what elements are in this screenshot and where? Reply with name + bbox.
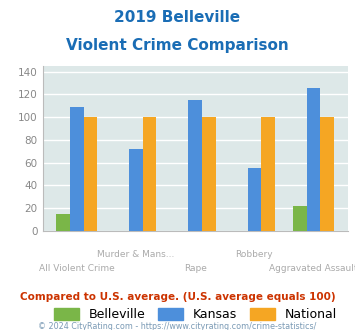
Text: Murder & Mans...: Murder & Mans... [97, 250, 175, 259]
Bar [321, 117, 334, 231]
Bar [129, 149, 143, 231]
Bar [307, 88, 321, 231]
Bar [56, 214, 70, 231]
Bar [143, 117, 157, 231]
Text: Aggravated Assault: Aggravated Assault [269, 264, 355, 273]
Bar [84, 117, 97, 231]
Bar [70, 107, 84, 231]
Text: All Violent Crime: All Violent Crime [39, 264, 115, 273]
Bar [202, 117, 216, 231]
Text: Violent Crime Comparison: Violent Crime Comparison [66, 38, 289, 53]
Text: Robbery: Robbery [236, 250, 273, 259]
Text: © 2024 CityRating.com - https://www.cityrating.com/crime-statistics/: © 2024 CityRating.com - https://www.city… [38, 322, 317, 330]
Text: 2019 Belleville: 2019 Belleville [114, 10, 241, 25]
Text: Compared to U.S. average. (U.S. average equals 100): Compared to U.S. average. (U.S. average … [20, 292, 335, 302]
Bar [293, 206, 307, 231]
Text: Rape: Rape [184, 264, 207, 273]
Bar [189, 100, 202, 231]
Bar [261, 117, 275, 231]
Legend: Belleville, Kansas, National: Belleville, Kansas, National [49, 303, 342, 326]
Bar [248, 168, 261, 231]
